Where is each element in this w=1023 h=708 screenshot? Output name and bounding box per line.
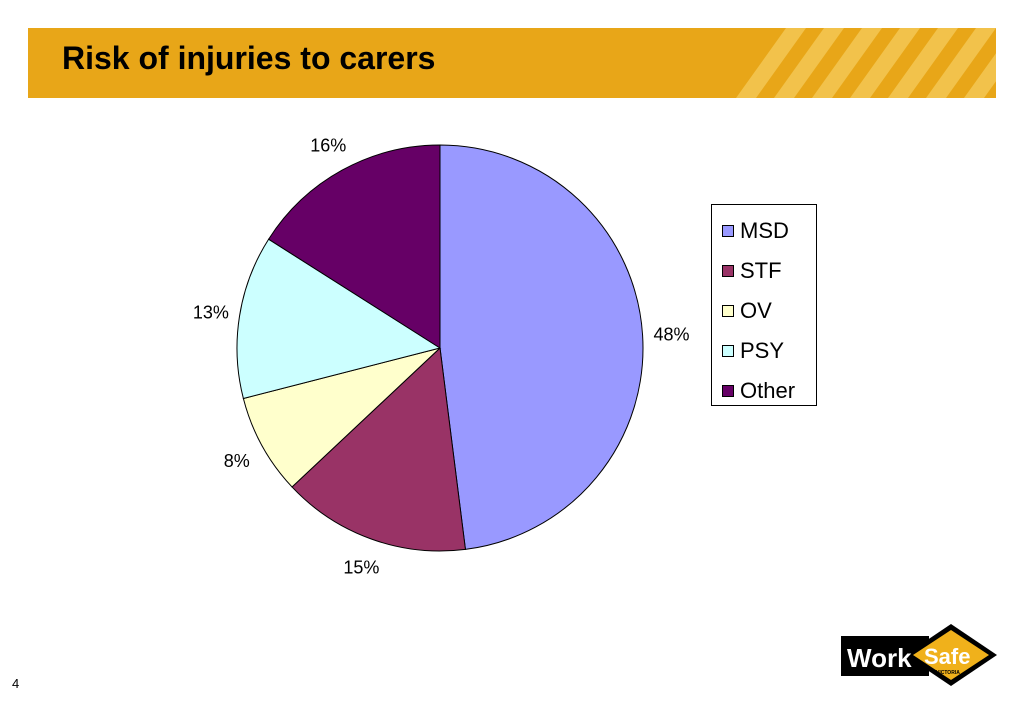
legend-label: STF [740,258,782,283]
logo-word-victoria: VICTORIA [936,670,960,676]
title-bar-stripes [736,28,996,98]
pie-slice-ov [242,347,441,488]
title-stripe [812,28,882,98]
title-stripe [850,28,920,98]
legend-label: PSY [740,338,785,363]
title-bar: Risk of injuries to carers [28,28,996,98]
pie-slice-psy [236,238,442,400]
legend-swatch [722,305,734,317]
page-number: 4 [12,676,20,691]
legend-item-psy: PSY [712,331,816,371]
legend-item-stf: STF [712,251,816,291]
pie-label-ov: 8% [224,451,250,471]
legend-swatch [722,385,734,397]
legend-label: Other [740,378,796,403]
legend-item-msd: MSD [712,211,816,251]
legend-label: MSD [740,218,789,243]
legend-swatch [722,225,734,237]
pie-slice-stf [291,346,467,552]
title-stripe [774,28,844,98]
legend-item-ov: OV [712,291,816,331]
chart-legend: MSD STF OV PSY Other [711,204,817,406]
title-stripe [964,53,996,98]
slide-title: Risk of injuries to carers [62,40,436,76]
title-stripe [926,28,996,98]
pie-label-stf: 15% [343,557,379,577]
legend-swatch [722,265,734,277]
legend-label: OV [740,298,772,323]
legend-swatch [722,345,734,357]
logo-word-work: Work [847,643,912,673]
title-stripe [888,28,958,98]
pie-label-psy: 13% [193,303,229,323]
legend-item-other: Other [712,371,816,411]
logo-word-safe: Safe [924,644,970,669]
pie-label-other: 16% [310,136,346,156]
pie-slice-other [267,144,441,349]
pie-label-msd: 48% [654,324,690,344]
pie-slice-msd [439,144,644,550]
title-stripe [736,28,806,98]
worksafe-logo: Work Safe VICTORIA [841,624,997,686]
